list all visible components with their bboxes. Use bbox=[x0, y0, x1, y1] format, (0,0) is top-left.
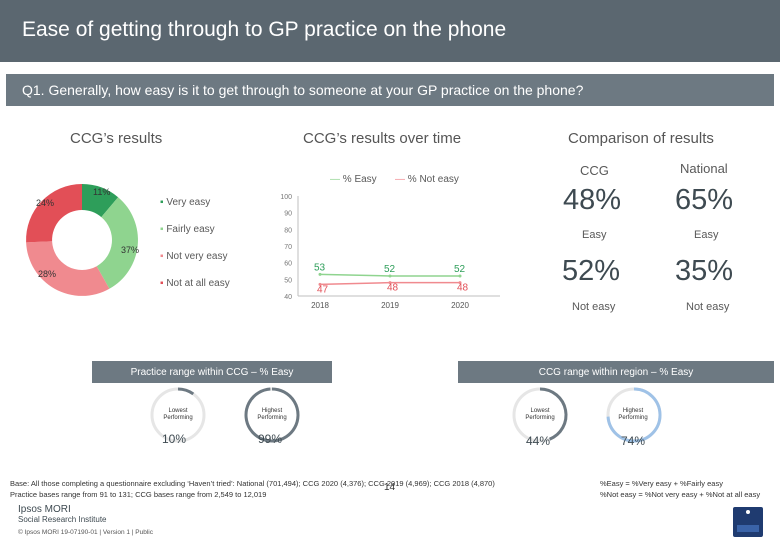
comparison-national-label: National bbox=[680, 161, 728, 176]
base-note-line1: Base: All those completing a questionnai… bbox=[10, 479, 495, 488]
y-tick-label: 70 bbox=[284, 244, 292, 251]
data-label: 48 bbox=[387, 283, 399, 294]
line-legend-not-easy: — % Not easy bbox=[395, 174, 459, 185]
logo-sri: Social Research Institute bbox=[18, 515, 107, 524]
national-easy-label: Easy bbox=[694, 229, 719, 241]
y-tick-label: 40 bbox=[284, 294, 292, 301]
donut-chart bbox=[26, 184, 138, 296]
question-text: Q1. Generally, how easy is it to get thr… bbox=[22, 82, 584, 98]
legend-bullet: ▪ bbox=[160, 224, 167, 235]
practice-highest-value: 99% bbox=[258, 432, 283, 446]
pie-label-not-very-easy: 28% bbox=[38, 269, 57, 279]
legend-bullet: ▪ bbox=[160, 278, 167, 289]
national-not-easy-value: 35% bbox=[675, 255, 734, 287]
data-label: 48 bbox=[457, 283, 469, 294]
donut-slice-not-very-easy bbox=[26, 241, 110, 296]
pie-label-very-easy: 11% bbox=[93, 187, 111, 197]
data-label: 52 bbox=[454, 264, 466, 275]
series-point bbox=[458, 281, 462, 285]
ipsos-logo bbox=[733, 507, 763, 537]
ccg-easy-value: 48% bbox=[563, 184, 622, 216]
data-label: 52 bbox=[384, 264, 396, 275]
legend-not-very-easy: ▪ Not very easy bbox=[160, 251, 228, 262]
ccg-easy-label: Easy bbox=[582, 229, 607, 241]
legend-bullet: ▪ bbox=[160, 197, 167, 208]
practice-lowest-gauge-arc bbox=[177, 387, 195, 396]
ccg-highest-label: Highest Performing bbox=[618, 408, 648, 421]
legend-line-marker: — bbox=[395, 174, 408, 185]
series-point bbox=[318, 282, 322, 286]
donut-slice-fairly-easy bbox=[96, 197, 138, 289]
pie-label-fairly-easy: 37% bbox=[121, 245, 140, 255]
ipsos-logo-dot bbox=[746, 510, 750, 514]
range-gauges bbox=[150, 387, 662, 443]
y-tick-label: 100 bbox=[280, 194, 292, 201]
definition-not-easy: %Not easy = %Not very easy + %Not at all… bbox=[600, 490, 761, 499]
page-title: Ease of getting through to GP practice o… bbox=[22, 18, 507, 41]
data-label: 47 bbox=[317, 284, 329, 295]
legend-not-at-all-easy: ▪ Not at all easy bbox=[160, 278, 230, 289]
y-tick-label: 60 bbox=[284, 261, 292, 268]
y-tick-label: 90 bbox=[284, 211, 292, 218]
page-number: 14 bbox=[384, 482, 396, 493]
ipsos-logo-band bbox=[737, 525, 759, 532]
line-legend-easy: — % Easy bbox=[330, 174, 377, 185]
ccg-highest-gauge-arc bbox=[606, 387, 662, 443]
y-tick-label: 80 bbox=[284, 227, 292, 234]
legend-line-marker: — bbox=[330, 174, 343, 185]
x-tick-label: 2018 bbox=[311, 301, 329, 310]
copyright: © Ipsos MORI 19-07190-01 | Version 1 | P… bbox=[18, 529, 153, 536]
ccg-not-easy-value: 52% bbox=[562, 255, 621, 287]
legend-very-easy: ▪ Very easy bbox=[160, 197, 211, 208]
national-not-easy-label: Not easy bbox=[686, 301, 730, 313]
national-easy-value: 65% bbox=[675, 184, 734, 216]
over-time-heading: CCG’s results over time bbox=[303, 130, 462, 147]
question-bar bbox=[6, 74, 774, 106]
x-tick-label: 2020 bbox=[451, 301, 469, 310]
ccg-lowest-gauge-arc bbox=[539, 387, 568, 441]
legend-bullet: ▪ bbox=[160, 251, 167, 262]
pie-label-not-at-all-easy: 24% bbox=[36, 198, 55, 208]
practice-highest-label: Highest Performing bbox=[257, 408, 287, 421]
x-tick-label: 2019 bbox=[381, 301, 399, 310]
practice-range-bar: Practice range within CCG – % Easy bbox=[92, 361, 332, 383]
practice-highest-gauge-arc bbox=[244, 387, 300, 443]
ccg-lowest-label: Lowest Performing bbox=[525, 408, 555, 421]
ccg-range-bar: CCG range within region – % Easy bbox=[458, 361, 774, 383]
ccg-results-heading: CCG’s results bbox=[70, 130, 163, 147]
ccg-highest-value: 74% bbox=[621, 434, 646, 448]
title-bar bbox=[0, 0, 780, 62]
series-point bbox=[458, 274, 462, 278]
line-chart: 100 90 80 70 60 50 40 2018 2019 2020 53 52 52 47 48 48 bbox=[280, 194, 500, 310]
donut-slice-very-easy bbox=[82, 184, 119, 218]
logo-ipsos-mori: Ipsos MORI bbox=[18, 504, 71, 515]
series-point bbox=[388, 281, 392, 285]
y-tick-label: 50 bbox=[284, 277, 292, 284]
definition-easy: %Easy = %Very easy + %Fairly easy bbox=[600, 479, 723, 488]
base-note-line2: Practice bases range from 91 to 131; CCG… bbox=[10, 490, 267, 499]
ccg-not-easy-label: Not easy bbox=[572, 301, 616, 313]
ccg-lowest-value: 44% bbox=[526, 434, 551, 448]
series-point bbox=[388, 274, 392, 278]
series-point bbox=[318, 272, 322, 276]
comparison-ccg-label: CCG bbox=[580, 163, 609, 178]
legend-fairly-easy: ▪ Fairly easy bbox=[160, 224, 215, 235]
comparison-heading: Comparison of results bbox=[568, 130, 714, 147]
donut-slice-not-at-all-easy bbox=[26, 184, 82, 243]
data-label: 53 bbox=[314, 262, 326, 273]
practice-lowest-value: 10% bbox=[162, 432, 187, 446]
practice-lowest-label: Lowest Performing bbox=[163, 408, 193, 421]
